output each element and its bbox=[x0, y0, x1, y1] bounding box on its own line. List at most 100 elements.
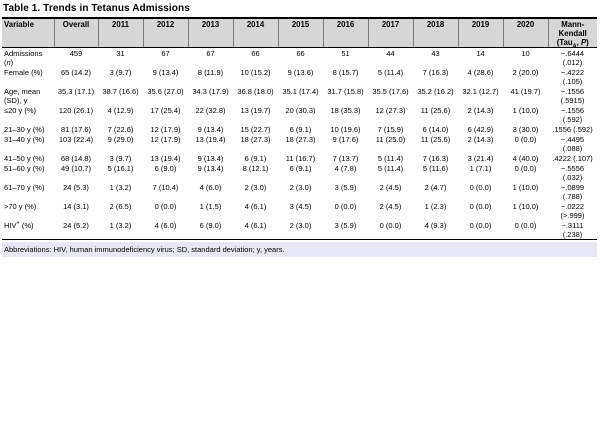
value-cell: 43 bbox=[431, 49, 440, 58]
value-cell: 13 (19.4) bbox=[150, 154, 181, 163]
column-header-2019: 2019 bbox=[458, 18, 504, 48]
value-cell: 6 (14.0) bbox=[422, 125, 449, 134]
mann-kendall-cell: −.4495 (.088) bbox=[560, 135, 585, 153]
row-label: 21–30 y (%) bbox=[4, 125, 45, 134]
column-header-2012: 2012 bbox=[143, 18, 189, 48]
value-cell: 7 (15.9) bbox=[377, 125, 404, 134]
value-cell: 4 (6.0) bbox=[199, 183, 222, 192]
value-cell: 12 (17.9) bbox=[150, 135, 181, 144]
value-cell: 7 (16.3) bbox=[422, 68, 449, 77]
column-header-2016: 2016 bbox=[323, 18, 369, 48]
value-cell: 0 (0.0) bbox=[514, 135, 537, 144]
value-cell: 4 (9.3) bbox=[424, 221, 447, 230]
value-cell: 103 (22.4) bbox=[58, 135, 94, 144]
mann-kendall-cell: .4222 (.107) bbox=[552, 154, 593, 163]
value-cell: 15 (22.7) bbox=[240, 125, 271, 134]
value-cell: 18 (27.3) bbox=[285, 135, 316, 144]
table-row: >70 y (%) 14 (3.1) 2 (6.5) 0 (0.0) 1 (1.5) 4 … bbox=[2, 201, 597, 220]
value-cell: 18 (27.3) bbox=[240, 135, 271, 144]
mann-kendall-cell: −.6444 (.012) bbox=[560, 49, 585, 67]
value-cell: 6 (9.1) bbox=[289, 164, 312, 173]
table-row: ≤20 y (%) 120 (26.1) 4 (12.9) 17 (25.4) 22 (… bbox=[2, 105, 597, 124]
table-row: Admissions (n) 459 31 67 67 66 66 51 44 43 14 10 −.64… bbox=[2, 48, 597, 67]
row-label: Admissions (n) bbox=[4, 49, 43, 67]
value-cell: 5 (11.4) bbox=[377, 164, 404, 173]
mann-kendall-cell: −.1556 (.5915) bbox=[560, 87, 585, 105]
value-cell: 13 (19.7) bbox=[240, 106, 271, 115]
value-cell: 5 (16.1) bbox=[107, 164, 134, 173]
value-cell: 11 (16.7) bbox=[285, 154, 316, 163]
value-cell: 51 bbox=[341, 49, 350, 58]
table-title: Table 1. Trends in Tetanus Admissions bbox=[3, 3, 190, 14]
value-cell: 7 (16.3) bbox=[422, 154, 449, 163]
row-label: 41–50 y (%) bbox=[4, 154, 45, 163]
value-cell: 0 (0.0) bbox=[469, 183, 492, 192]
value-cell: 13 (19.4) bbox=[195, 135, 226, 144]
value-cell: 24 (5.3) bbox=[63, 183, 89, 192]
column-header-2020: 2020 bbox=[503, 18, 549, 48]
value-cell: 31 bbox=[116, 49, 125, 58]
value-cell: 4 (12.9) bbox=[107, 106, 134, 115]
value-cell: 120 (26.1) bbox=[58, 106, 94, 115]
value-cell: 6 (9.0) bbox=[199, 221, 222, 230]
value-cell: 1 (2.3) bbox=[424, 202, 447, 211]
value-cell: 1 (1.5) bbox=[199, 202, 222, 211]
value-cell: 4 (40.0) bbox=[512, 154, 539, 163]
row-label: HIV+ (%) bbox=[4, 220, 34, 230]
row-label: Age, mean (SD), y bbox=[4, 87, 41, 105]
mann-kendall-cell: −.0899 (.788) bbox=[560, 183, 585, 201]
value-cell: 3 (5.9) bbox=[334, 221, 357, 230]
value-cell: 1 (3.2) bbox=[109, 221, 132, 230]
row-label: Female (%) bbox=[4, 68, 43, 77]
column-header-overall: Overall bbox=[54, 18, 99, 48]
value-cell: 35.3 (17.1) bbox=[57, 87, 95, 96]
value-cell: 0 (0.0) bbox=[514, 221, 537, 230]
value-cell: 9 (17.6) bbox=[332, 135, 359, 144]
mann-kendall-cell: −.4222 (.105) bbox=[560, 68, 585, 86]
value-cell: 9 (13.4) bbox=[197, 125, 224, 134]
value-cell: 31.7 (15.8) bbox=[327, 87, 364, 96]
mann-kendall-cell: −.5556 (.032) bbox=[560, 164, 585, 182]
value-cell: 6 (9.1) bbox=[289, 125, 312, 134]
value-cell: 2 (20.0) bbox=[512, 68, 539, 77]
header-row: Variable Overall 2011 2012 2013 2014 2015 2016 2… bbox=[2, 18, 597, 49]
value-cell: 6 (42.9) bbox=[467, 125, 494, 134]
tetanus-admissions-table: Variable Overall 2011 2012 2013 2014 2015 2016 2… bbox=[2, 17, 597, 240]
value-cell: 4 (6.1) bbox=[244, 202, 267, 211]
table-header: Variable Overall 2011 2012 2013 2014 2015 2016 2… bbox=[2, 18, 597, 49]
value-cell: 2 (4.5) bbox=[379, 202, 402, 211]
value-cell: 4 (28.6) bbox=[467, 68, 494, 77]
table-row: 51–60 y (%) 49 (10.7) 5 (16.1) 6 (9.0) 9 (13… bbox=[2, 163, 597, 182]
value-cell: 7 (13.7) bbox=[332, 154, 359, 163]
column-header-2018: 2018 bbox=[413, 18, 459, 48]
table-row: HIV+ (%) 24 (5.2) 1 (3.2) 4 (6.0) 6 (9.0) 4 (… bbox=[2, 220, 597, 240]
value-cell: 9 (13.4) bbox=[197, 164, 224, 173]
value-cell: 2 (3.0) bbox=[289, 183, 312, 192]
value-cell: 0 (0.0) bbox=[469, 221, 492, 230]
value-cell: 49 (10.7) bbox=[60, 164, 92, 173]
table-body: Admissions (n) 459 31 67 67 66 66 51 44 43 14 10 −.64… bbox=[2, 48, 597, 240]
column-header-mann: Mann- Kendall (TauA, P) bbox=[548, 18, 597, 49]
row-label: 31–40 y (%) bbox=[4, 135, 45, 144]
value-cell: 5 (11.4) bbox=[377, 154, 404, 163]
mann-kendall-cell: −.3111 (.238) bbox=[561, 221, 584, 239]
value-cell: 34.3 (17.9) bbox=[192, 87, 229, 96]
value-cell: 44 bbox=[386, 49, 395, 58]
value-cell: 4 (6.1) bbox=[244, 221, 267, 230]
value-cell: 10 (15.2) bbox=[240, 68, 271, 77]
value-cell: 10 bbox=[521, 49, 530, 58]
row-label: ≤20 y (%) bbox=[4, 106, 37, 115]
value-cell: 5 (11.4) bbox=[377, 68, 404, 77]
value-cell: 17 (25.4) bbox=[150, 106, 181, 115]
column-header-2017: 2017 bbox=[368, 18, 414, 48]
mann-kendall-cell: −.1556 (.592) bbox=[560, 106, 585, 124]
row-label: 51–60 y (%) bbox=[4, 164, 45, 173]
table-row: Female (%) 65 (14.2) 3 (9.7) 9 (13.4) 8 (11.… bbox=[2, 67, 597, 86]
value-cell: 6 (9.0) bbox=[154, 164, 177, 173]
value-cell: 67 bbox=[206, 49, 215, 58]
value-cell: 3 (5.9) bbox=[334, 183, 357, 192]
value-cell: 35.1 (17.4) bbox=[282, 87, 319, 96]
value-cell: 22 (32.8) bbox=[195, 106, 226, 115]
value-cell: 10 (19.6) bbox=[330, 125, 361, 134]
value-cell: 8 (15.7) bbox=[332, 68, 359, 77]
